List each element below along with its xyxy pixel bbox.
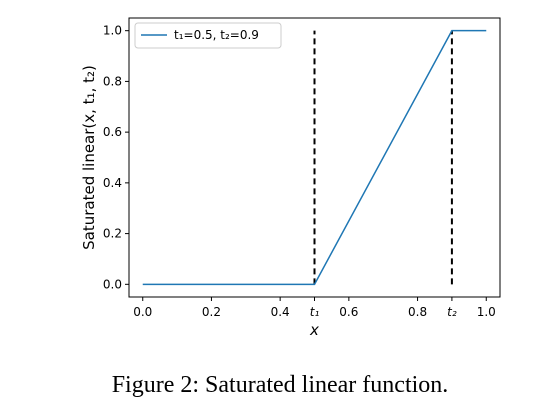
x-tick-label: t₂ [447, 305, 457, 319]
x-axis-label: x [309, 321, 319, 339]
legend: t₁=0.5, t₂=0.9 [134, 22, 282, 49]
y-tick-label: 1.0 [103, 24, 122, 38]
y-tick-label: 0.2 [103, 227, 122, 241]
chart: 0.0 0.2 0.4 t₁ 0.6 0.8 t₂ 1.0 0.0 0.2 0.4 0.6 0.8 1.… [80, 17, 501, 339]
x-tick-label: 1.0 [477, 305, 496, 319]
y-tick-label: 0.4 [103, 176, 122, 190]
x-tick-label: 0.0 [133, 305, 152, 319]
x-tick-label: 0.8 [408, 305, 427, 319]
legend-label: t₁=0.5, t₂=0.9 [174, 28, 259, 42]
y-tick-label: 0.0 [103, 277, 122, 291]
x-axis: 0.0 0.2 0.4 t₁ 0.6 0.8 t₂ 1.0 [133, 297, 496, 319]
x-tick-label: 0.6 [339, 305, 358, 319]
x-tick-label: 0.2 [202, 305, 221, 319]
figure-caption: Figure 2: Saturated linear function. [111, 372, 449, 398]
x-tick-label: 0.4 [271, 305, 290, 319]
y-axis: 0.0 0.2 0.4 0.6 0.8 1.0 [103, 24, 129, 291]
y-tick-label: 0.6 [103, 125, 122, 139]
x-tick-label: t₁ [310, 305, 320, 319]
y-tick-label: 0.8 [103, 74, 122, 88]
y-axis-label: Saturated linear(x, t₁, t₂) [80, 65, 98, 250]
vertical-guides [313, 30, 453, 285]
series-layer [142, 29, 487, 286]
legend-box [134, 22, 282, 49]
series-line-1 [142, 29, 487, 286]
